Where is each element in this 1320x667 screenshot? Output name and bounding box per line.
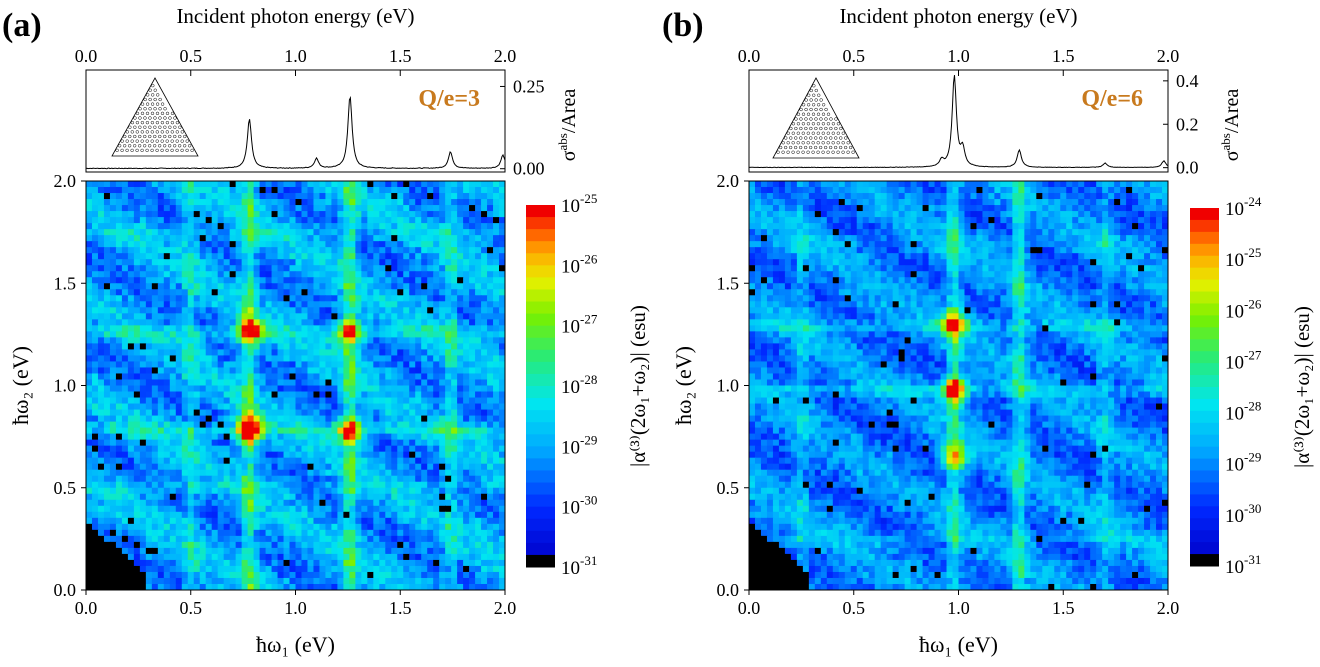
top-tick-label: 0.5	[843, 46, 866, 66]
x-tick-label: 2.0	[1157, 598, 1180, 618]
y-tick-label: 1.5	[717, 273, 740, 293]
colorbar-tick-label: 10-30	[1225, 501, 1261, 527]
x-axis-label: ħω₁ (eV)	[919, 632, 998, 657]
x-tick-label: 1.5	[1052, 598, 1075, 618]
colorbar-tick-label: 10-24	[1225, 194, 1262, 220]
spectrum-frame	[85, 69, 506, 173]
x-axis-label: ħω₁ (eV)	[256, 632, 335, 657]
x-tick-label: 0.0	[75, 598, 98, 618]
y-tick-label: 0.5	[717, 478, 740, 498]
y-axis-label: ħω₂ (eV)	[671, 346, 696, 425]
top-tick-label: 1.0	[284, 46, 307, 66]
colorbar-tick-label: 10-25	[1225, 245, 1261, 271]
spectrum-tick-label: 0.00	[513, 159, 545, 179]
colorbar-tick-label: 10-29	[1225, 450, 1261, 476]
y-tick-label: 2.0	[717, 171, 740, 191]
spectrum-tick-label: 0.25	[513, 76, 545, 96]
y-tick-label: 1.5	[54, 273, 77, 293]
x-tick-label: 1.0	[947, 598, 970, 618]
spectrum-ylabel: σabs/Area	[555, 89, 580, 162]
absorption-line	[748, 75, 1169, 169]
colorbar-tick-label: 10-26	[561, 251, 598, 277]
top-tick-label: 0.5	[180, 46, 203, 66]
colorbar-label: |α⁽³⁾(2ω₁+ω₂)| (esu)	[1290, 306, 1314, 468]
colorbar-tick-label: 10-31	[561, 553, 597, 579]
colorbar-tick-label: 10-26	[1225, 296, 1262, 322]
absorption-line	[85, 95, 506, 170]
charge-annotation: Q/e=3	[418, 86, 480, 112]
y-tick-label: 0.0	[54, 580, 77, 600]
x-tick-label: 2.0	[494, 598, 517, 618]
top-axis-label: Incident photon energy (eV)	[839, 4, 1077, 28]
y-tick-label: 0.5	[54, 478, 77, 498]
top-axis-label: Incident photon energy (eV)	[176, 4, 414, 28]
panel-b: (b) Incident photon energy (eV) 0.0 0.5 1.0 1…	[662, 4, 1314, 657]
top-tick-label: 1.5	[1052, 46, 1075, 66]
top-tick-label: 0.0	[75, 46, 98, 66]
colorbar-tick-label: 10-27	[561, 312, 598, 338]
spectrum-frame	[748, 69, 1169, 173]
colorbar-tick-label: 10-31	[1225, 552, 1261, 578]
panel-label: (b)	[662, 7, 704, 44]
heatmap	[86, 181, 505, 590]
spectrum-tick-label: 0.4	[1176, 71, 1199, 91]
triangle-molecule-icon	[111, 77, 199, 157]
y-tick-label: 0.0	[717, 580, 740, 600]
colorbar-tick-label: 10-29	[561, 432, 597, 458]
top-tick-label: 2.0	[1157, 46, 1180, 66]
spectrum-ylabel: σabs/Area	[1218, 89, 1243, 162]
top-tick-label: 2.0	[494, 46, 517, 66]
top-tick-label: 0.0	[738, 46, 761, 66]
colorbar-tick-label: 10-27	[1225, 347, 1262, 373]
x-tick-label: 0.5	[180, 598, 203, 618]
colorbar-tick-label: 10-28	[561, 372, 597, 398]
spectrum-tick-label: 0.0	[1176, 158, 1199, 178]
heatmap	[749, 181, 1168, 590]
y-tick-label: 1.0	[54, 376, 77, 396]
y-axis-label: ħω₂ (eV)	[8, 346, 33, 425]
spectrum-tick-label: 0.2	[1176, 114, 1199, 134]
colorbar-tick-label: 10-25	[561, 191, 597, 217]
triangle-molecule-icon	[772, 77, 860, 159]
charge-annotation: Q/e=6	[1081, 86, 1143, 112]
y-tick-label: 2.0	[54, 171, 77, 191]
colorbar-tick-label: 10-30	[561, 493, 597, 519]
top-tick-label: 1.5	[389, 46, 412, 66]
colorbar: 10-25 10-26 10-27 10-28 10-29 10-30 10-31 |α⁽³⁾…	[526, 191, 650, 579]
panel-a: (a) Incident photon energy (eV) 0.0 0.5 1.0 1…	[2, 4, 650, 657]
y-tick-label: 1.0	[717, 376, 740, 396]
x-tick-label: 0.5	[843, 598, 866, 618]
panel-label: (a)	[2, 7, 42, 44]
top-tick-label: 1.0	[947, 46, 970, 66]
colorbar: 10-24 10-25 10-26 10-27 10-28 10-29 10-30 10-31…	[1190, 194, 1314, 578]
x-tick-label: 0.0	[738, 598, 761, 618]
colorbar-tick-label: 10-28	[1225, 399, 1261, 425]
x-tick-label: 1.5	[389, 598, 412, 618]
colorbar-label: |α⁽³⁾(2ω₁+ω₂)| (esu)	[626, 305, 650, 467]
x-tick-label: 1.0	[284, 598, 307, 618]
